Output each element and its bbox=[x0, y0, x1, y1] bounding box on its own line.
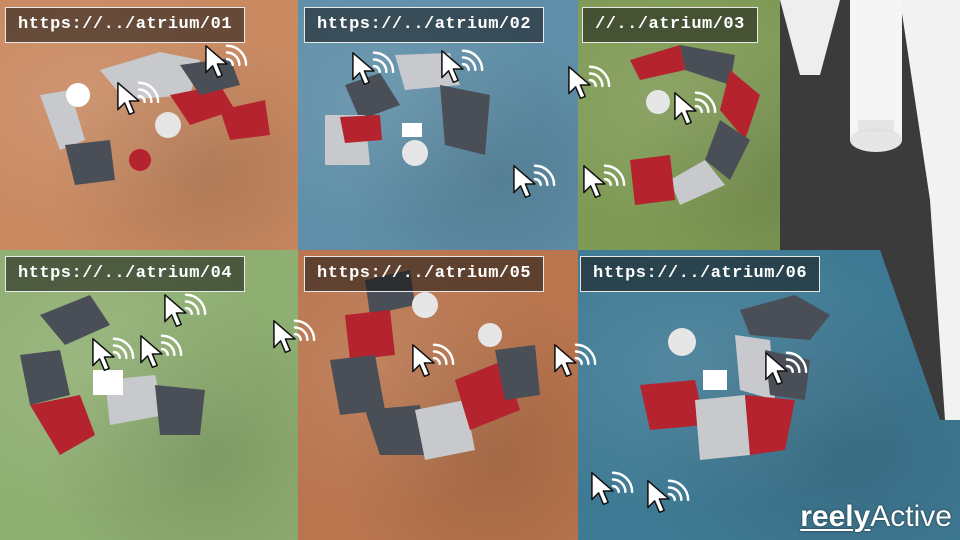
cursor-wireless-icon bbox=[272, 318, 316, 358]
cursor-wireless-icon bbox=[673, 90, 717, 130]
zone-label-atrium-06: https://../atrium/06 bbox=[580, 256, 820, 292]
logo-bold-text: reely bbox=[800, 500, 870, 533]
cursor-wireless-icon bbox=[567, 64, 611, 104]
logo-regular-text: Active bbox=[870, 500, 952, 533]
cursor-wireless-icon bbox=[440, 48, 484, 88]
cursor-wireless-icon bbox=[590, 470, 634, 510]
cursor-wireless-icon bbox=[411, 342, 455, 382]
cursor-wireless-icon bbox=[91, 336, 135, 376]
reelyactive-logo: reelyActive bbox=[800, 500, 952, 534]
zone-label-atrium-03: //../atrium/03 bbox=[582, 7, 758, 43]
seating-group-06 bbox=[635, 290, 845, 470]
cursor-wireless-icon bbox=[204, 43, 248, 83]
cursor-wireless-icon bbox=[764, 350, 808, 390]
zone-label-atrium-01: https://../atrium/01 bbox=[5, 7, 245, 43]
cursor-wireless-icon bbox=[351, 50, 395, 90]
cursor-wireless-icon bbox=[646, 478, 690, 518]
cursor-wireless-icon bbox=[163, 292, 207, 332]
cursor-wireless-icon bbox=[582, 163, 626, 203]
cursor-wireless-icon bbox=[116, 80, 160, 120]
cursor-wireless-icon bbox=[139, 333, 183, 373]
zone-label-atrium-05: https://../atrium/05 bbox=[304, 256, 544, 292]
zone-label-atrium-02: https://../atrium/02 bbox=[304, 7, 544, 43]
cursor-wireless-icon bbox=[512, 163, 556, 203]
cursor-wireless-icon bbox=[553, 342, 597, 382]
zone-label-atrium-04: https://../atrium/04 bbox=[5, 256, 245, 292]
